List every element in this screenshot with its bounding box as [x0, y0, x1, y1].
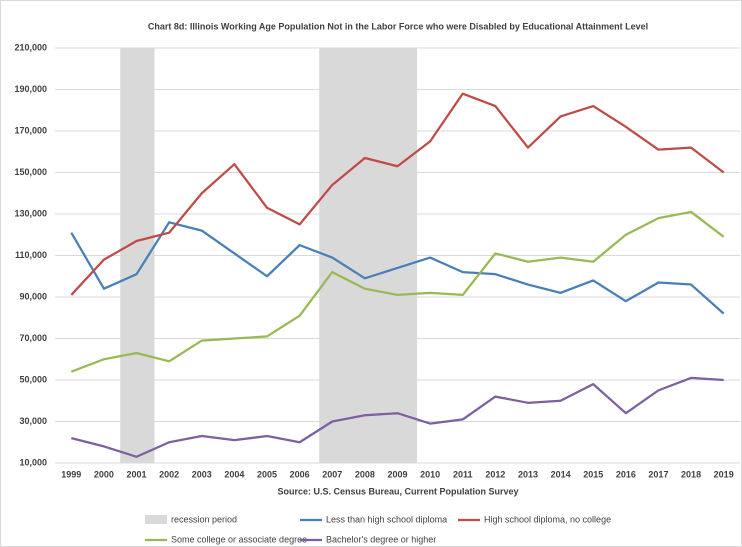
x-tick-label: 2004 [224, 469, 244, 479]
y-tick-label: 190,000 [14, 84, 47, 94]
y-tick-label: 150,000 [14, 167, 47, 177]
x-tick-label: 2018 [681, 469, 701, 479]
x-tick-label: 2005 [257, 469, 277, 479]
legend-label: Less than high school diploma [326, 514, 447, 524]
x-tick-label: 2013 [518, 469, 538, 479]
y-tick-label: 70,000 [19, 333, 47, 343]
x-tick-label: 2016 [616, 469, 636, 479]
series-line [70, 210, 725, 373]
legend-label: Bachelor's degree or higher [326, 534, 436, 544]
x-tick-label: 2019 [714, 469, 734, 479]
y-tick-label: 30,000 [19, 416, 47, 426]
x-tick-label: 2012 [485, 469, 505, 479]
x-tick-label: 2001 [127, 469, 147, 479]
y-tick-label: 110,000 [15, 250, 47, 260]
series-line [70, 92, 725, 296]
x-tick-label: 2003 [192, 469, 212, 479]
x-tick-label: 2002 [159, 469, 179, 479]
legend-label: High school diploma, no college [484, 514, 611, 524]
series-line [71, 376, 724, 458]
legend-label: recession period [171, 514, 237, 524]
x-tick-label: 2007 [322, 469, 342, 479]
y-tick-label: 10,000 [19, 457, 47, 467]
legend-label: Some college or associate degree [171, 534, 307, 544]
y-tick-label: 90,000 [19, 291, 47, 301]
x-tick-label: 2009 [387, 469, 407, 479]
x-tick-label: 1999 [61, 469, 81, 479]
x-tick-label: 2006 [290, 469, 310, 479]
chart-title: Chart 8d: Illinois Working Age Populatio… [148, 21, 648, 31]
y-tick-label: 130,000 [14, 208, 47, 218]
legend-swatch [145, 515, 167, 524]
x-tick-label: 2014 [551, 469, 571, 479]
y-tick-label: 50,000 [19, 374, 47, 384]
x-tick-label: 2011 [453, 469, 473, 479]
x-tick-label: 2008 [355, 469, 375, 479]
series-line [70, 221, 725, 315]
source: Source: U.S. Census Bureau, Current Popu… [277, 486, 518, 496]
x-tick-label: 2000 [94, 469, 114, 479]
x-tick-label: 2010 [420, 469, 440, 479]
x-tick-label: 2015 [583, 469, 603, 479]
y-tick-label: 170,000 [14, 125, 47, 135]
x-tick-label: 2017 [648, 469, 668, 479]
y-tick-label: 210,000 [14, 42, 47, 52]
